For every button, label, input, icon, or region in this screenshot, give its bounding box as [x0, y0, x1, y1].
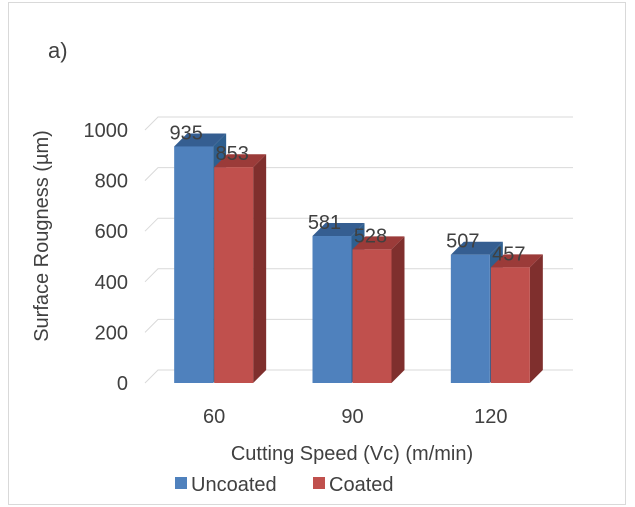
y-tick-label: 600 — [95, 221, 128, 243]
bar-top — [490, 254, 543, 268]
bar-top — [450, 241, 503, 255]
bar — [174, 146, 214, 383]
gridline — [144, 116, 573, 131]
data-label: 581 — [308, 212, 341, 234]
bar-top — [214, 154, 267, 168]
y-tick-label: 200 — [95, 322, 128, 344]
x-tick-label: 120 — [474, 406, 507, 428]
x-tick-label: 90 — [341, 406, 363, 428]
data-label: 935 — [169, 122, 202, 144]
bar — [450, 254, 490, 383]
bar-side — [529, 254, 543, 383]
gridline — [144, 318, 573, 333]
data-label: 507 — [446, 231, 479, 253]
data-label: 457 — [492, 243, 525, 265]
gridline — [144, 167, 573, 181]
y-tick-label: 400 — [95, 272, 128, 294]
y-tick-labels: 0 200 400 600 800 1000 — [84, 120, 129, 395]
x-axis-title: Cutting Speed (Vc) (m/min) — [231, 443, 473, 465]
legend: Uncoated Coated — [175, 474, 394, 496]
data-label: 853 — [215, 143, 248, 165]
legend-swatch-uncoated — [175, 477, 187, 489]
bars — [174, 133, 543, 383]
bar — [352, 249, 392, 383]
gridline — [144, 268, 573, 283]
data-labels: 935 581 507 853 528 457 — [169, 122, 525, 265]
bar-top — [352, 236, 405, 250]
legend-label-coated: Coated — [329, 474, 394, 496]
y-tick-label: 0 — [117, 373, 128, 395]
bar-side — [391, 236, 405, 383]
y-axis-title: Surface Rougness (µm) — [31, 130, 53, 342]
legend-swatch-coated — [313, 477, 325, 489]
bar — [214, 167, 254, 383]
bar-side — [253, 154, 267, 383]
y-tick-label: 800 — [95, 171, 128, 193]
data-label: 528 — [354, 225, 387, 247]
x-tick-label: 60 — [203, 406, 225, 428]
x-tick-labels: 60 90 120 — [203, 406, 507, 428]
bar-top — [174, 133, 227, 147]
bar — [312, 236, 352, 383]
panel-label: a) — [48, 38, 68, 63]
bar-top — [312, 223, 365, 237]
gridline — [144, 217, 573, 232]
legend-label-uncoated: Uncoated — [191, 474, 277, 496]
bar — [490, 267, 530, 383]
gridline — [144, 369, 573, 384]
gridlines — [144, 116, 573, 384]
y-tick-label: 1000 — [84, 120, 129, 142]
